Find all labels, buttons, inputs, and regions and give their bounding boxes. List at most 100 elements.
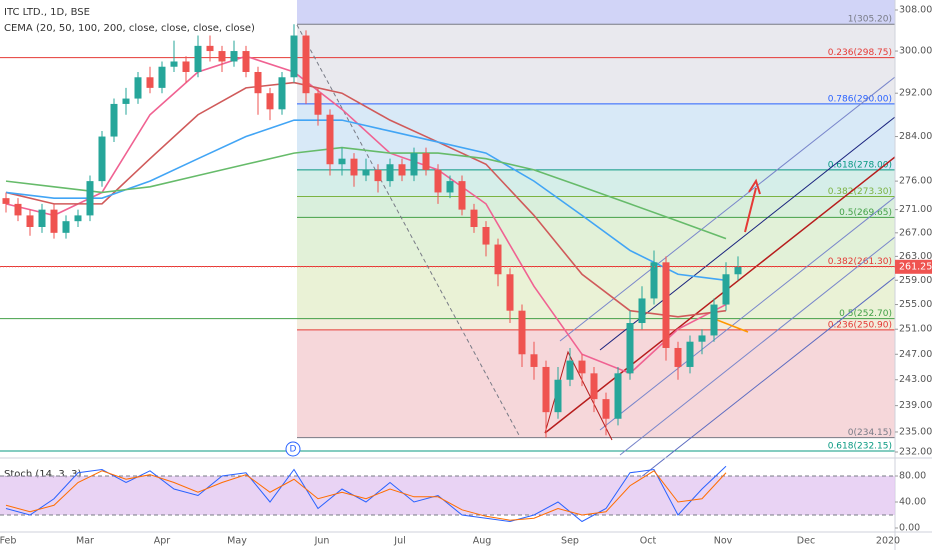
dividend-marker[interactable]	[285, 441, 301, 457]
x-tick-label: Feb	[0, 536, 16, 547]
fib-band	[297, 103, 895, 170]
y-tick-label: 255.00	[899, 299, 932, 310]
candle-body	[566, 360, 574, 380]
candle-body	[674, 347, 682, 367]
candle-body	[182, 61, 190, 72]
x-tick-label: Jun	[314, 536, 330, 547]
candle-body	[554, 379, 562, 413]
candle-body	[578, 360, 586, 374]
fib-label: 0.236(298.75)	[828, 48, 892, 58]
y-tick-label: 40.00	[899, 497, 926, 508]
candle-body	[254, 71, 262, 94]
candle-body	[338, 158, 346, 165]
fib-label: 0.382(261.30)	[828, 257, 892, 267]
stoch-title: Stoch (14, 3, 3)	[4, 469, 81, 480]
x-tick-label: Sep	[561, 536, 579, 547]
candle-body	[50, 209, 58, 233]
trend-line	[296, 24, 521, 438]
price-pane	[2, 24, 742, 438]
x-tick-label: Mar	[76, 536, 94, 547]
candle-body	[314, 93, 322, 115]
y-tick-label: 251.00	[899, 324, 932, 335]
y-tick-label: 308.00	[899, 5, 932, 16]
candle-body	[506, 274, 514, 311]
candle-body	[734, 266, 742, 275]
y-tick-label: 232.00	[899, 447, 932, 458]
candle-body	[98, 136, 106, 182]
chart-title: ITC LTD., 1D, BSE	[4, 7, 90, 18]
candle-body	[350, 158, 358, 176]
dividend-marker-label[interactable]: D	[290, 445, 297, 455]
fib-band	[297, 318, 895, 330]
candle-body	[14, 203, 22, 216]
fib-label: 0(234.15)	[848, 428, 892, 438]
y-tick-label: 263.00	[899, 251, 932, 262]
fib-band	[297, 266, 895, 319]
candle-body	[206, 45, 214, 52]
y-tick-label: 80.00	[899, 471, 926, 482]
y-tick-label: 292.00	[899, 88, 932, 99]
fib-label: 0.618(278.00)	[828, 160, 892, 170]
stoch-band	[0, 476, 895, 515]
candle-body	[470, 209, 478, 227]
fib-band	[297, 24, 895, 58]
x-tick-label: Oct	[640, 536, 657, 547]
candle-body	[398, 164, 406, 176]
candle-body	[722, 274, 730, 305]
y-tick-label: 247.00	[899, 349, 932, 360]
candle-body	[458, 181, 466, 210]
y-tick-label: 235.00	[899, 426, 932, 437]
x-tick-label: Jul	[393, 536, 405, 547]
candle-body	[482, 226, 490, 245]
candle-body	[38, 209, 46, 227]
pitchfork-handle	[544, 350, 613, 441]
fib-band	[297, 57, 895, 104]
fib-label: 0.5(269.65)	[839, 208, 892, 218]
y-tick-label: 267.00	[899, 227, 932, 238]
fib-band	[297, 196, 895, 218]
candle-body	[434, 169, 442, 193]
candle-body	[218, 51, 226, 62]
indicator-title: CEMA (20, 50, 100, 200, close, close, cl…	[4, 23, 255, 34]
arrow-head	[748, 178, 761, 195]
candle-body	[170, 61, 178, 67]
candle-body	[302, 35, 310, 94]
candle-body	[686, 341, 694, 367]
x-tick-label: Nov	[714, 536, 733, 547]
ema-line	[5, 146, 727, 240]
pitchfork-line	[559, 76, 896, 342]
fib-label: 0.786(290.00)	[828, 94, 892, 104]
pitchfork-line	[599, 196, 896, 431]
y-tick-label: 284.00	[899, 131, 932, 142]
x-tick-label: May	[227, 536, 247, 547]
fib-bands: 1(305.20) 0.236(298.75) 0.786(290.00) 0.618…	[0, 0, 895, 452]
candle-body	[278, 77, 286, 110]
y-tick-label: 276.00	[899, 176, 932, 187]
candle-body	[362, 169, 370, 176]
candle-body	[146, 77, 154, 88]
pitchfork-line	[639, 276, 896, 479]
last-price-tag	[895, 259, 932, 274]
candle-body	[134, 77, 142, 99]
candle-body	[374, 169, 382, 182]
y-tick-label: 271.00	[899, 204, 932, 215]
candle-body	[710, 304, 718, 336]
candle-body	[698, 335, 706, 342]
candle-body	[386, 164, 394, 182]
x-tick-label: Dec	[797, 536, 815, 547]
candle-body	[230, 51, 238, 62]
fib-label: 0.382(273.30)	[828, 187, 892, 197]
pitchfork-line	[619, 236, 896, 456]
fib-label: 0.236(250.90)	[828, 320, 892, 330]
candle-body	[86, 181, 94, 216]
y-tick-label: 259.00	[899, 275, 932, 286]
x-tick-label: Aug	[473, 536, 492, 547]
candle-body	[62, 221, 70, 233]
candle-body	[446, 181, 454, 193]
candle-body	[2, 198, 10, 204]
y-tick-label: 300.00	[899, 46, 932, 57]
candle-body	[542, 366, 550, 413]
candle-body	[590, 373, 598, 400]
arrow	[744, 187, 757, 233]
